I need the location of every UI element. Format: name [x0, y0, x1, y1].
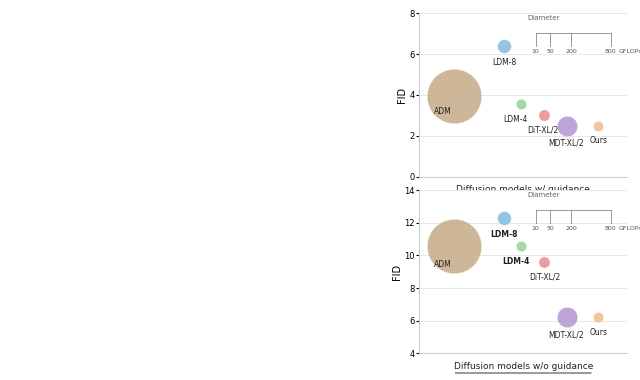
Text: LDM-8: LDM-8 — [492, 58, 516, 67]
Point — [593, 314, 604, 320]
Point — [563, 314, 573, 320]
Point — [593, 123, 604, 129]
Text: ADM: ADM — [434, 108, 452, 116]
Y-axis label: FID: FID — [397, 87, 407, 103]
Y-axis label: FID: FID — [392, 264, 402, 280]
Text: 200: 200 — [565, 226, 577, 231]
Text: DiT-XL/2: DiT-XL/2 — [527, 125, 558, 134]
Text: 800: 800 — [605, 49, 616, 54]
Point — [516, 243, 526, 249]
Point — [449, 93, 459, 99]
Text: Ours: Ours — [589, 136, 607, 145]
Text: 50: 50 — [547, 49, 554, 54]
Text: LDM-4: LDM-4 — [502, 257, 529, 266]
Text: 50: 50 — [547, 226, 554, 231]
Point — [449, 243, 459, 249]
Text: 200: 200 — [565, 49, 577, 54]
Point — [516, 101, 526, 107]
Text: Diffusion models w/ guidance: Diffusion models w/ guidance — [456, 185, 590, 194]
Text: MDT-XL/2: MDT-XL/2 — [548, 331, 584, 340]
Text: LDM-4: LDM-4 — [503, 115, 528, 124]
Text: 10: 10 — [532, 49, 540, 54]
Text: 800: 800 — [605, 226, 616, 231]
Point — [499, 215, 509, 221]
Point — [499, 43, 509, 49]
Text: Ours: Ours — [589, 328, 607, 337]
Text: LDM-8: LDM-8 — [490, 230, 518, 239]
Text: ADM: ADM — [434, 260, 452, 269]
Text: 10: 10 — [532, 226, 540, 231]
Text: Diameter: Diameter — [527, 15, 560, 21]
Point — [540, 258, 550, 264]
Point — [540, 112, 550, 118]
Text: Diffusion models w/o guidance: Diffusion models w/o guidance — [454, 362, 593, 370]
Text: MDT-XL/2: MDT-XL/2 — [548, 139, 584, 148]
Text: DiT-XL/2: DiT-XL/2 — [529, 272, 560, 281]
Text: GFLOPs: GFLOPs — [619, 49, 640, 54]
Text: GFLOPs: GFLOPs — [619, 226, 640, 231]
Text: Diameter: Diameter — [527, 192, 560, 198]
Point — [563, 123, 573, 129]
